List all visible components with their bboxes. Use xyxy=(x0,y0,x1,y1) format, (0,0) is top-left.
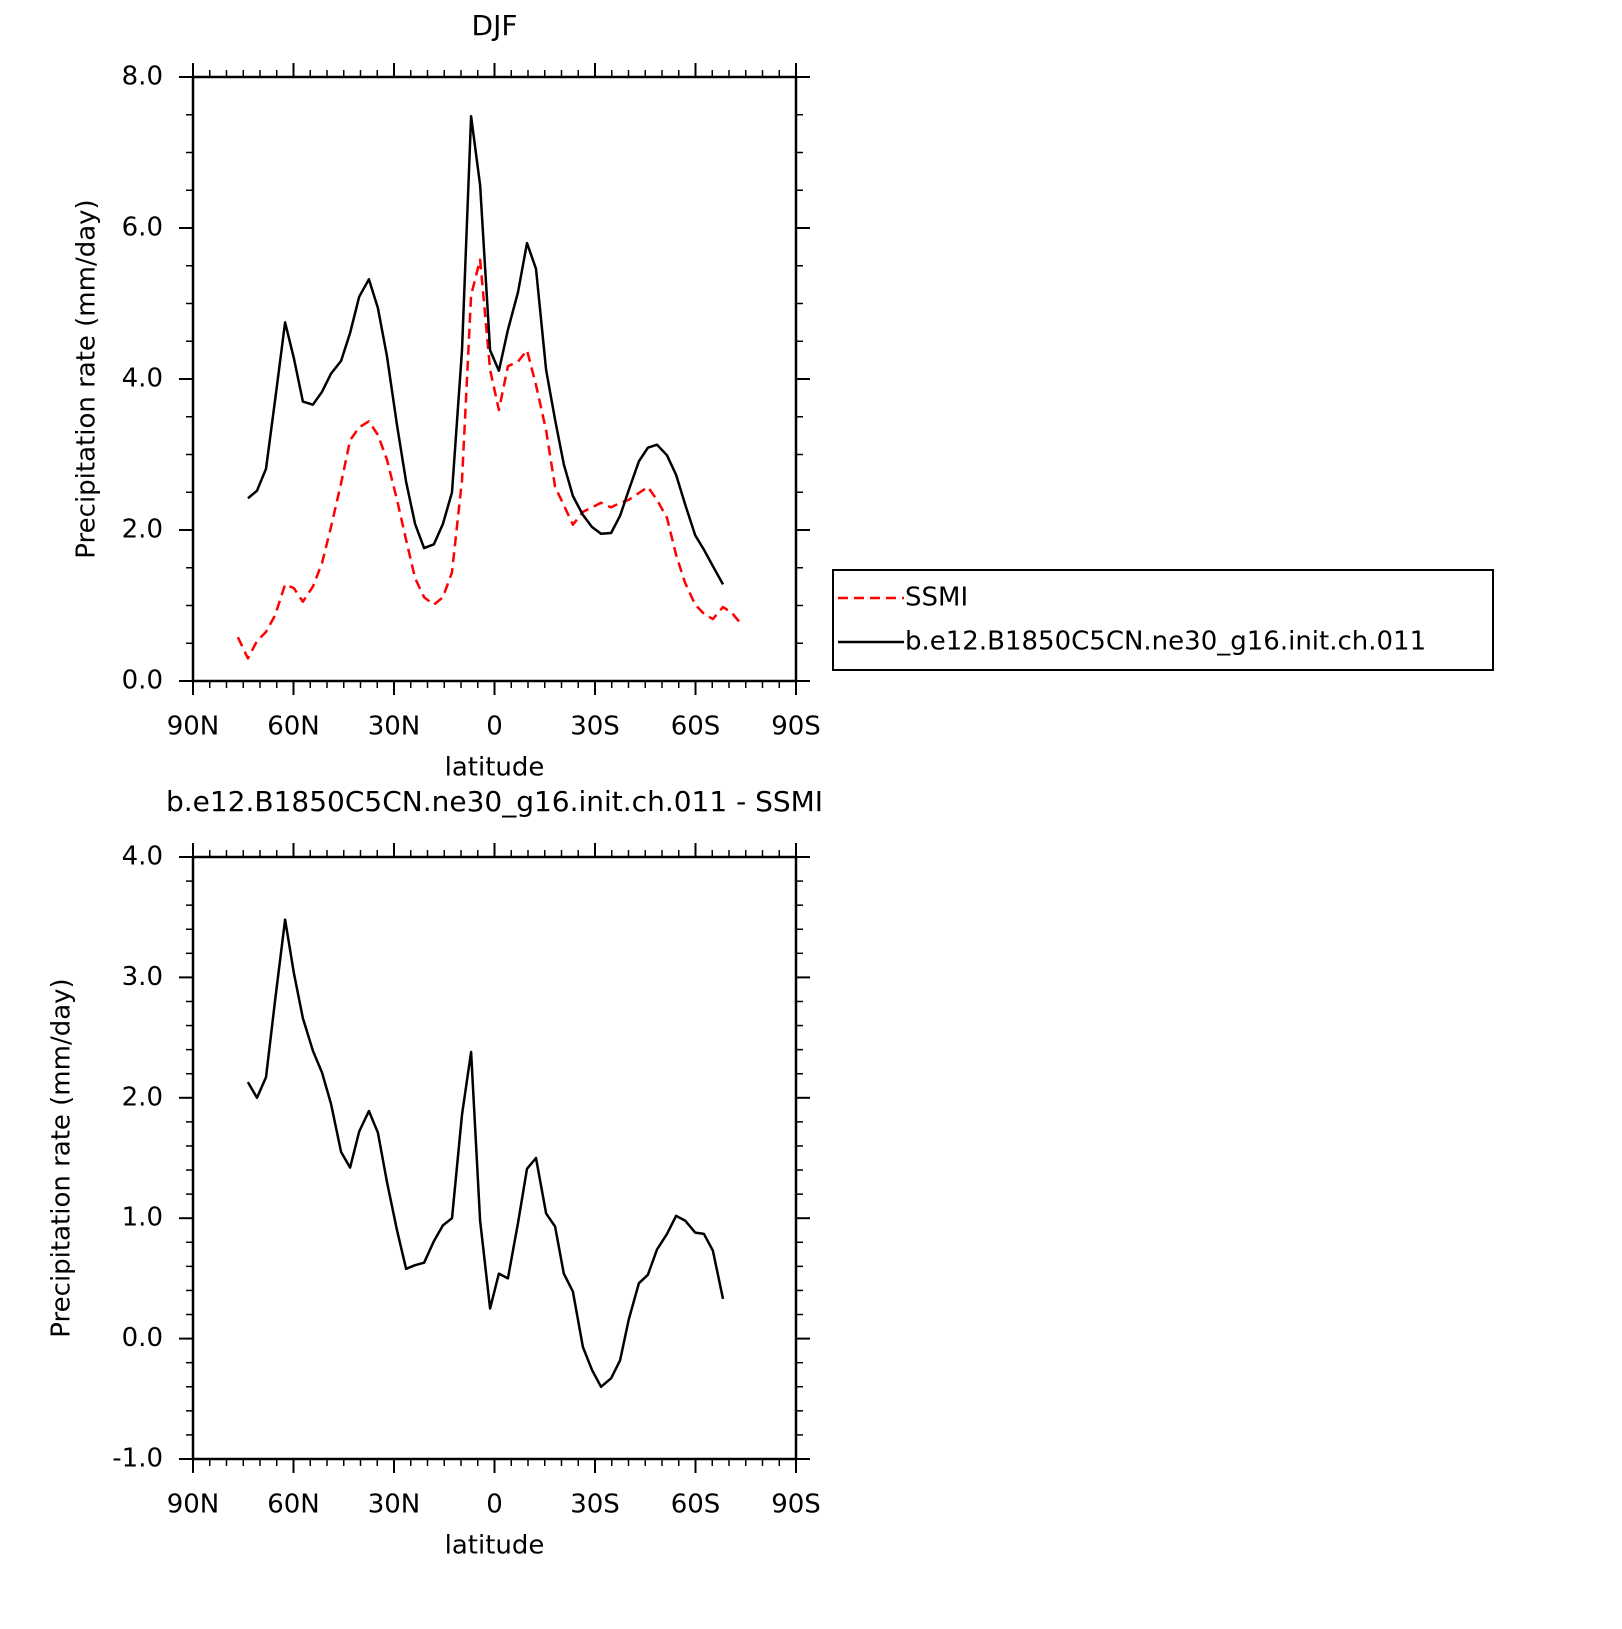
y-tick-label: 4.0 xyxy=(122,842,163,872)
y-tick-label: 1.0 xyxy=(122,1203,163,1233)
x-tick-label: 90S xyxy=(771,1490,821,1520)
y-tick-label: 2.0 xyxy=(122,515,163,545)
plot: 90N 60N 30N 0 30S 60S 90S 0.0 2.0 4.0 6.0 8.0 DJF lat… xyxy=(72,9,1494,783)
y-tick-label: 0.0 xyxy=(122,666,163,696)
y-tick-label: 0.0 xyxy=(122,1323,163,1353)
series-line xyxy=(247,115,725,586)
y-axis-label: Precipitation rate (mm/day) xyxy=(47,978,77,1337)
x-tick-label: 30S xyxy=(570,712,620,742)
series-line xyxy=(236,258,744,660)
y-tick-label: 3.0 xyxy=(122,962,163,992)
x-tick-label: 0 xyxy=(486,712,503,742)
x-tick-label: 90S xyxy=(771,712,821,742)
x-axis-label: latitude xyxy=(445,1531,545,1561)
x-tick-label: 30S xyxy=(570,1490,620,1520)
chart-title: b.e12.B1850C5CN.ne30_g16.init.ch.011 - S… xyxy=(166,785,823,818)
series-line xyxy=(246,918,725,1389)
x-axis-label: latitude xyxy=(445,753,545,783)
x-tick-label: 60N xyxy=(267,1490,320,1520)
x-tick-label: 0 xyxy=(486,1490,503,1520)
y-tick-label: 2.0 xyxy=(122,1082,163,1112)
legend-label: b.e12.B1850C5CN.ne30_g16.init.ch.011 xyxy=(905,627,1426,657)
x-tick-label: 60N xyxy=(267,712,320,742)
legend: SSMI b.e12.B1850C5CN.ne30_g16.init.ch.011 xyxy=(832,569,1494,671)
x-tick-label: 90N xyxy=(167,1490,220,1520)
x-tick-label: 30N xyxy=(368,1490,421,1520)
y-tick-label: 8.0 xyxy=(122,62,163,92)
plot: 90N 60N 30N 0 30S 60S 90S -1.0 0.0 1.0 2.0 3.0 4.0b.… xyxy=(47,785,824,1561)
y-tick-label: 6.0 xyxy=(122,213,163,243)
y-tick-label: 4.0 xyxy=(122,364,163,394)
legend-box xyxy=(832,569,1494,671)
x-tick-label: 30N xyxy=(368,712,421,742)
x-tick-label: 90N xyxy=(167,712,220,742)
x-tick-label: 60S xyxy=(671,1490,721,1520)
legend-label: SSMI xyxy=(905,583,968,613)
x-tick-label: 60S xyxy=(671,712,721,742)
y-tick-label: -1.0 xyxy=(112,1444,163,1474)
y-axis-label: Precipitation rate (mm/day) xyxy=(72,199,102,558)
plot-frame xyxy=(191,855,798,1461)
chart-title: DJF xyxy=(472,9,518,42)
